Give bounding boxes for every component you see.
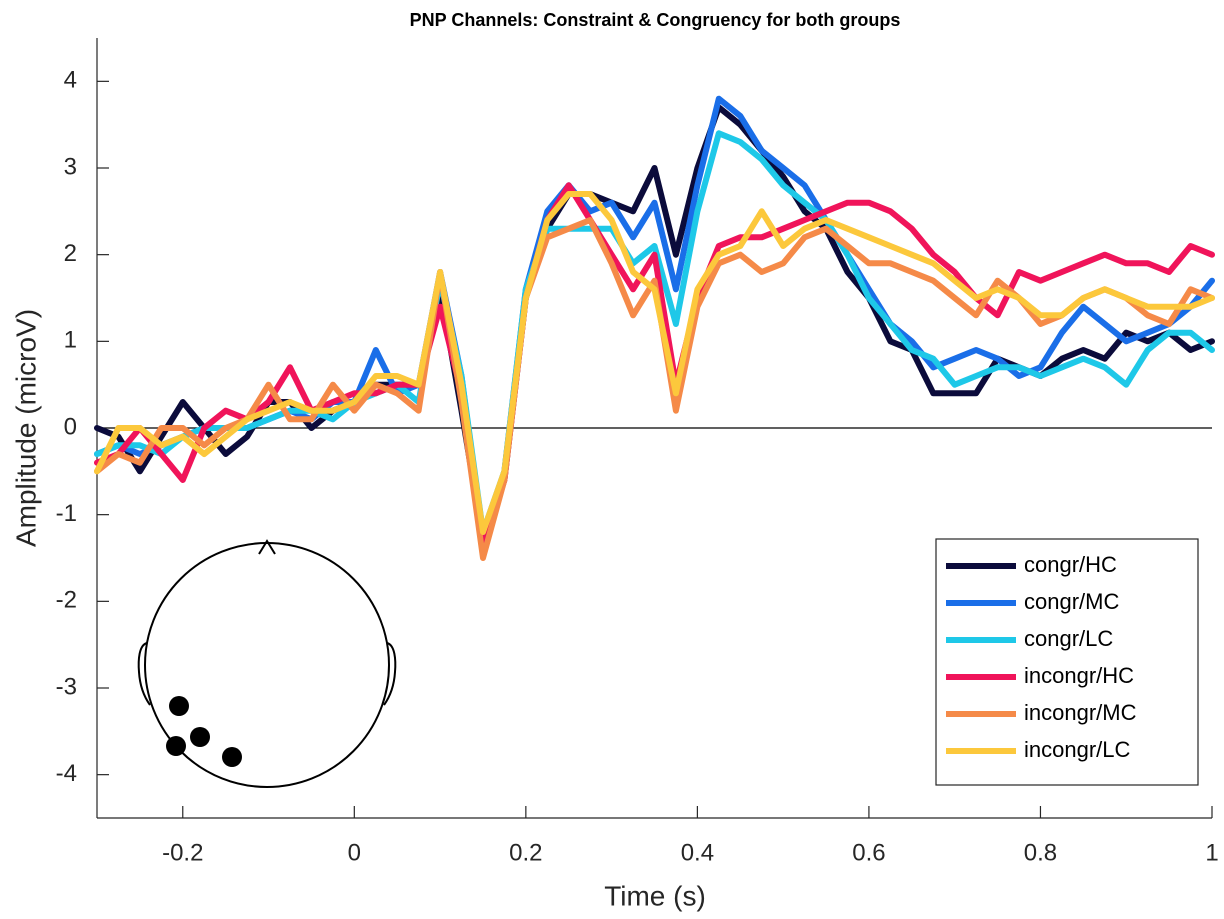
series-line (94, 191, 1215, 535)
legend-label: congr/HC (1024, 552, 1117, 577)
x-tick-label: 0.6 (852, 839, 885, 866)
x-tick-label: 0.4 (681, 839, 714, 866)
y-tick-label: 1 (64, 327, 77, 354)
legend-label: incongr/HC (1024, 663, 1134, 688)
electrode (166, 736, 186, 756)
x-tick-label: 1 (1205, 839, 1218, 866)
x-tick-label: 0.2 (509, 839, 542, 866)
series-line (94, 182, 1215, 553)
series-line (94, 130, 1215, 535)
y-tick-label: 2 (64, 240, 77, 267)
head-outline (144, 542, 390, 788)
legend-label: incongr/MC (1024, 700, 1137, 725)
y-tick-label: -2 (56, 587, 77, 614)
x-axis-label: Time (s) (604, 880, 706, 911)
right-ear (383, 642, 397, 706)
y-tick-label: -1 (56, 500, 77, 527)
x-tick-label: 0 (348, 839, 361, 866)
legend-label: congr/LC (1024, 626, 1113, 651)
head-inset (137, 539, 397, 788)
chart-title: PNP Channels: Constraint & Congruency fo… (410, 10, 901, 30)
y-tick-label: -4 (56, 760, 77, 787)
y-tick-label: 3 (64, 153, 77, 180)
x-tick-label: -0.2 (162, 839, 203, 866)
y-tick-label: 4 (64, 67, 77, 94)
electrode (222, 747, 242, 767)
nose (258, 539, 276, 555)
legend: congr/HC congr/MC congr/LC incongr/HC incong… (935, 538, 1199, 786)
electrode (190, 727, 210, 747)
legend-label: congr/MC (1024, 589, 1119, 614)
y-axis-label: Amplitude (microV) (10, 309, 41, 547)
y-tick-label: 0 (64, 413, 77, 440)
legend-box (935, 538, 1199, 786)
legend-label: incongr/LC (1024, 737, 1131, 762)
y-tick-label: -3 (56, 673, 77, 700)
electrode (169, 696, 189, 716)
x-tick-label: 0.8 (1024, 839, 1057, 866)
left-ear (137, 642, 151, 706)
